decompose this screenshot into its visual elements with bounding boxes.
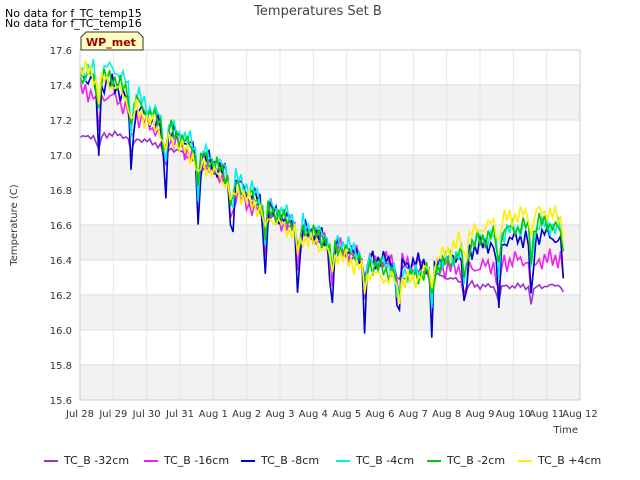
y-axis-label: Temperature (C) [9, 184, 20, 266]
x-tick-label: Aug 7 [399, 409, 428, 420]
legend-swatch [427, 460, 441, 462]
x-tick-label: Aug 4 [299, 409, 328, 420]
y-tick-label: 17.6 [50, 46, 72, 57]
legend-swatch [336, 460, 350, 462]
chart-title: Temperatures Set B [253, 4, 382, 19]
x-axis-label: Time [553, 425, 578, 436]
plot-band [80, 155, 580, 190]
legend-swatch [241, 460, 255, 462]
legend-label: TC_B -32cm [64, 454, 130, 467]
legend-label: TC_B -2cm [447, 454, 506, 467]
no-data-note-2: No data for f_TC_temp16 [5, 17, 142, 30]
x-tick-label: Jul 31 [165, 409, 194, 420]
x-tick-label: Jul 30 [132, 409, 161, 420]
series-lines [79, 59, 565, 338]
plot-frame [79, 49, 581, 401]
y-tick-label: 17.0 [50, 151, 72, 162]
legend-label: TC_B -16cm [164, 454, 230, 467]
x-tick-label: Aug 3 [265, 409, 294, 420]
plot-band [80, 50, 580, 85]
y-tick-label: 15.8 [50, 361, 72, 372]
legend: TC_B -32cm TC_B -16cm TC_B -8cm TC_B -4cm TC… [0, 452, 640, 470]
legend-swatch [518, 460, 532, 462]
y-tick-label: 16.6 [50, 221, 72, 232]
axes: 15.6 15.8 16.0 16.2 16.4 16.6 16.8 17.0 17.2 17.4… [50, 46, 598, 420]
x-tick-label: Aug 1 [199, 409, 228, 420]
y-tick-label: 15.6 [50, 396, 72, 407]
y-tick-label: 16.4 [50, 256, 72, 267]
y-tick-label: 16.8 [50, 186, 72, 197]
x-tick-label: Aug 5 [332, 409, 361, 420]
y-tick-label: 17.4 [50, 81, 72, 92]
x-tick-label: Aug 9 [465, 409, 494, 420]
y-tick-label: 17.2 [50, 116, 72, 127]
x-tick-label: Aug 12 [562, 409, 597, 420]
y-tick-label: 16.2 [50, 291, 72, 302]
x-tick-label: Jul 28 [65, 409, 94, 420]
x-tick-label: Aug 2 [232, 409, 261, 420]
x-tick-label: Aug 6 [365, 409, 394, 420]
series-line-tc-b-4cm [79, 60, 565, 305]
series-line-tc-b-4cm [79, 59, 565, 308]
x-tick-label: Aug 11 [529, 409, 564, 420]
annotation-wp-met: WP_met [80, 31, 144, 51]
plot-band [80, 85, 580, 120]
plot-band [80, 295, 580, 330]
plot-band [80, 330, 580, 365]
x-tick-label: Aug 10 [496, 409, 531, 420]
legend-label: TC_B -4cm [356, 454, 415, 467]
legend-swatch [144, 460, 158, 462]
legend-label: TC_B -8cm [261, 454, 320, 467]
y-tick-label: 16.0 [50, 326, 72, 337]
plot-band [80, 190, 580, 225]
legend-label: TC_B +4cm [538, 454, 602, 467]
no-data-note-1: No data for f_TC_temp15 [5, 7, 142, 20]
plot-band [80, 365, 580, 400]
x-tick-label: Jul 29 [98, 409, 127, 420]
legend-swatch [44, 460, 58, 462]
x-tick-label: Aug 8 [432, 409, 461, 420]
annotation-label: WP_met [86, 36, 136, 49]
